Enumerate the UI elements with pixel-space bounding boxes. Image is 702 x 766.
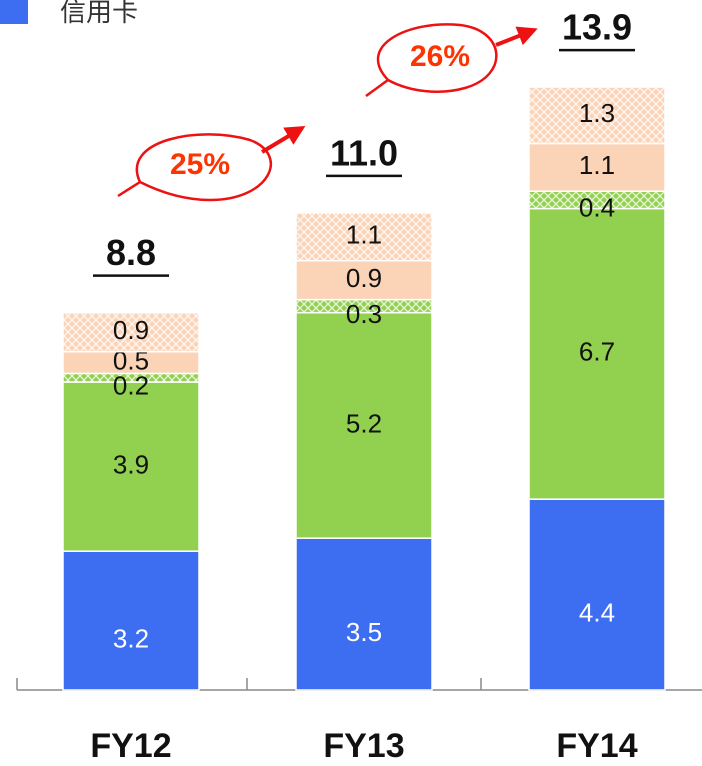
bar-segment [295, 537, 433, 691]
data-label: 5.2 [346, 408, 382, 438]
data-label: 0.9 [113, 315, 149, 345]
data-label: 6.7 [579, 337, 615, 367]
data-label: 1.1 [579, 150, 615, 180]
bar-segment [528, 142, 666, 192]
total-label: 8.8 [106, 232, 156, 273]
callout-bubble [117, 133, 272, 202]
data-label: 0.9 [346, 263, 382, 293]
data-label: 1.3 [579, 98, 615, 128]
bar-segment [295, 311, 433, 539]
data-label: 0.4 [579, 193, 615, 223]
legend-label: 信用卡 [60, 0, 138, 27]
x-tick-label: FY12 [90, 727, 171, 765]
bar-segment [528, 86, 666, 145]
growth-callout: 26% [365, 23, 538, 98]
x-tick-label: FY14 [556, 727, 637, 765]
growth-label: 25% [170, 148, 230, 181]
bar-segment [62, 381, 200, 552]
growth-callout: 25% [117, 125, 306, 202]
growth-label: 26% [410, 40, 470, 73]
bar-segment [62, 550, 200, 691]
bar-segment [528, 498, 666, 691]
legend-swatch [0, 0, 28, 24]
data-label: 0.3 [346, 299, 382, 329]
data-label: 4.4 [579, 597, 615, 627]
data-label: 0.2 [113, 371, 149, 401]
callout-bubble [365, 23, 498, 98]
x-tick-label: FY13 [323, 727, 404, 765]
data-label: 3.9 [113, 449, 149, 479]
total-label: 13.9 [562, 7, 632, 48]
bar-segment [62, 311, 200, 353]
total-label: 11.0 [330, 132, 398, 173]
data-label: 1.1 [346, 220, 382, 250]
bar-segment [295, 212, 433, 262]
growth-arrow [260, 125, 306, 154]
growth-arrow [495, 26, 538, 47]
data-label: 3.5 [346, 617, 382, 647]
data-label: 3.2 [113, 623, 149, 653]
